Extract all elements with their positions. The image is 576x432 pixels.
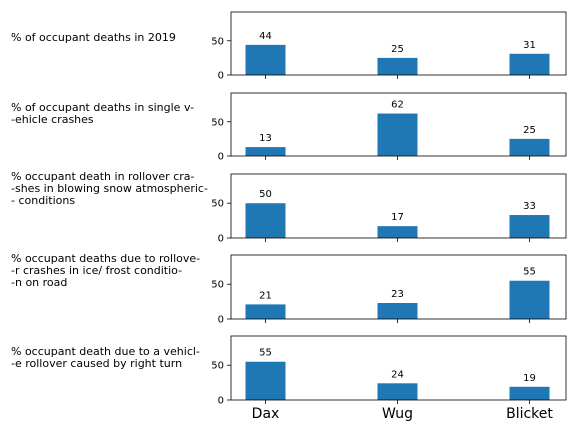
y-tick-label: 0 xyxy=(218,396,224,407)
bar-panel4-wug xyxy=(378,303,418,319)
bar-panel2-blicket xyxy=(510,139,550,156)
bar-panel1-dax xyxy=(246,45,286,75)
y-tick-label: 0 xyxy=(218,71,224,82)
bar-value-label: 19 xyxy=(523,373,536,384)
bar-value-label: 44 xyxy=(259,31,272,42)
bar-value-label: 24 xyxy=(391,369,404,380)
bar-value-label: 23 xyxy=(391,289,404,300)
bar-value-label: 25 xyxy=(391,44,404,55)
x-tick-label-blicket: Blicket xyxy=(506,406,553,422)
x-tick-label-dax: Dax xyxy=(252,406,280,422)
bar-value-label: 21 xyxy=(259,290,272,301)
y-tick-label: 50 xyxy=(211,361,224,372)
bar-panel2-dax xyxy=(246,147,286,156)
bar-panel3-blicket xyxy=(510,215,550,238)
bar-value-label: 62 xyxy=(391,100,404,111)
y-tick-label: 0 xyxy=(218,152,224,163)
bar-value-label: 13 xyxy=(259,133,272,144)
bar-panel4-dax xyxy=(246,304,286,319)
bar-value-label: 55 xyxy=(523,267,536,278)
bar-panel3-wug xyxy=(378,226,418,238)
y-tick-label: 0 xyxy=(218,315,224,326)
y-tick-label: 50 xyxy=(211,117,224,128)
bar-panel1-blicket xyxy=(510,54,550,75)
bar-panel5-blicket xyxy=(510,387,550,400)
bar-panel5-dax xyxy=(246,362,286,400)
y-tick-label: 0 xyxy=(218,234,224,245)
bar-value-label: 50 xyxy=(259,189,272,200)
bar-value-label: 33 xyxy=(523,201,536,212)
bar-value-label: 17 xyxy=(391,212,404,223)
bar-panel2-wug xyxy=(378,114,418,156)
y-tick-label: 50 xyxy=(211,280,224,291)
bar-value-label: 25 xyxy=(523,125,536,136)
bar-value-label: 55 xyxy=(259,348,272,359)
bar-value-label: 31 xyxy=(523,40,536,51)
bar-panel1-wug xyxy=(378,58,418,75)
bar-panel3-dax xyxy=(246,203,286,238)
bar-panel5-wug xyxy=(378,383,418,400)
y-tick-label: 50 xyxy=(211,199,224,210)
bar-panel4-blicket xyxy=(510,281,550,319)
x-tick-label-wug: Wug xyxy=(382,406,413,422)
y-tick-label: 50 xyxy=(211,36,224,47)
